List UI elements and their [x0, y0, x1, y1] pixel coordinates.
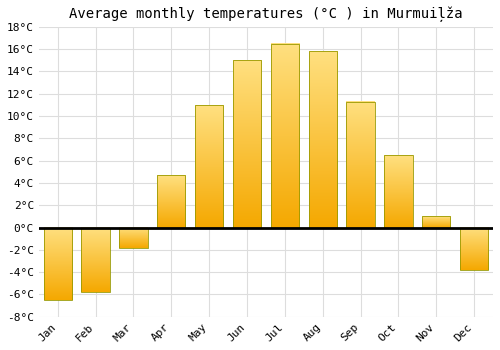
Bar — [346, 102, 375, 228]
Bar — [195, 105, 224, 228]
Bar — [82, 228, 110, 292]
Bar — [44, 228, 72, 300]
Bar — [233, 60, 261, 228]
Bar — [270, 43, 299, 228]
Title: Average monthly temperatures (°C ) in Murmuiļža: Average monthly temperatures (°C ) in Mu… — [69, 7, 462, 22]
Bar — [384, 155, 412, 228]
Bar — [308, 51, 337, 228]
Bar — [460, 228, 488, 270]
Bar — [422, 216, 450, 228]
Bar — [119, 228, 148, 248]
Bar — [157, 175, 186, 228]
